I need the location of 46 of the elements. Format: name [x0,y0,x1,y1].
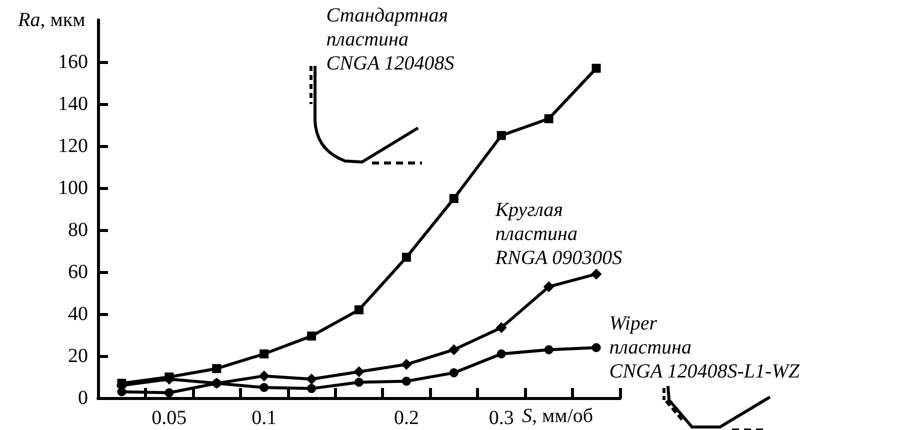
text: Стандартная пластина CNGA 120408S [326,4,454,74]
point [212,378,222,388]
point [592,64,601,73]
y-tick-label: 160 [58,51,88,73]
point [354,305,364,314]
point [402,252,411,262]
point [496,322,507,334]
point [449,368,458,378]
y-tick-label: 80 [68,219,88,241]
point [449,194,458,203]
y-axis-title: Ra, мкм [18,8,86,32]
point [164,388,174,398]
point [307,384,316,394]
point [402,376,411,386]
point [543,281,554,292]
point [592,343,601,352]
point [354,366,364,378]
y-tick-label: 0 [78,387,88,409]
y-tick-label: 60 [68,261,88,283]
point [448,344,460,356]
y-tick-label: 100 [58,177,88,199]
point [354,378,364,387]
x-tick-label: 0.1 [252,407,277,429]
x-tick-label: 0.3 [488,407,514,429]
point [258,370,270,382]
point [496,131,506,140]
point [212,364,222,374]
series-label: Круглая пластина RNGA 090300S [494,199,622,270]
point [307,332,316,341]
point [496,349,506,358]
point [260,349,269,358]
point [590,268,602,280]
point [544,114,554,124]
y-tick-label: 140 [58,93,88,115]
series-label: Wiper пластина CNGA 120408S-L1-WZ [609,312,800,383]
x-axis-title: S, мм/об [522,404,594,428]
point [260,383,269,392]
point [544,345,554,354]
y-tick-label: 40 [68,303,88,325]
x-tick-label: 0.05 [152,407,187,429]
point [306,374,318,385]
y-tick-label: 20 [68,345,88,367]
point [400,358,412,370]
point [117,387,126,396]
y-tick-label: 120 [58,135,88,157]
x-tick-label: 0.2 [394,407,419,429]
